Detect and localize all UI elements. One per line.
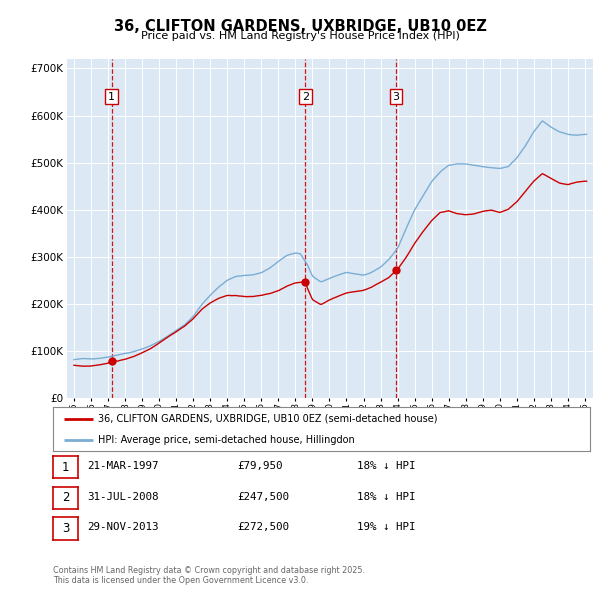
Text: 31-JUL-2008: 31-JUL-2008 bbox=[87, 492, 158, 502]
Text: HPI: Average price, semi-detached house, Hillingdon: HPI: Average price, semi-detached house,… bbox=[98, 435, 355, 445]
Text: 3: 3 bbox=[392, 91, 400, 101]
Text: Price paid vs. HM Land Registry's House Price Index (HPI): Price paid vs. HM Land Registry's House … bbox=[140, 31, 460, 41]
Text: £272,500: £272,500 bbox=[237, 523, 289, 532]
Text: 1: 1 bbox=[62, 461, 69, 474]
Text: 1: 1 bbox=[108, 91, 115, 101]
Text: 21-MAR-1997: 21-MAR-1997 bbox=[87, 461, 158, 471]
Text: 3: 3 bbox=[62, 522, 69, 535]
Text: 2: 2 bbox=[302, 91, 309, 101]
Text: 36, CLIFTON GARDENS, UXBRIDGE, UB10 0EZ (semi-detached house): 36, CLIFTON GARDENS, UXBRIDGE, UB10 0EZ … bbox=[98, 414, 438, 424]
Text: 18% ↓ HPI: 18% ↓ HPI bbox=[357, 461, 415, 471]
Text: £79,950: £79,950 bbox=[237, 461, 283, 471]
Text: 2: 2 bbox=[62, 491, 69, 504]
Text: 18% ↓ HPI: 18% ↓ HPI bbox=[357, 492, 415, 502]
Text: 19% ↓ HPI: 19% ↓ HPI bbox=[357, 523, 415, 532]
Text: 29-NOV-2013: 29-NOV-2013 bbox=[87, 523, 158, 532]
Text: Contains HM Land Registry data © Crown copyright and database right 2025.
This d: Contains HM Land Registry data © Crown c… bbox=[53, 566, 365, 585]
Text: £247,500: £247,500 bbox=[237, 492, 289, 502]
Text: 36, CLIFTON GARDENS, UXBRIDGE, UB10 0EZ: 36, CLIFTON GARDENS, UXBRIDGE, UB10 0EZ bbox=[113, 19, 487, 34]
